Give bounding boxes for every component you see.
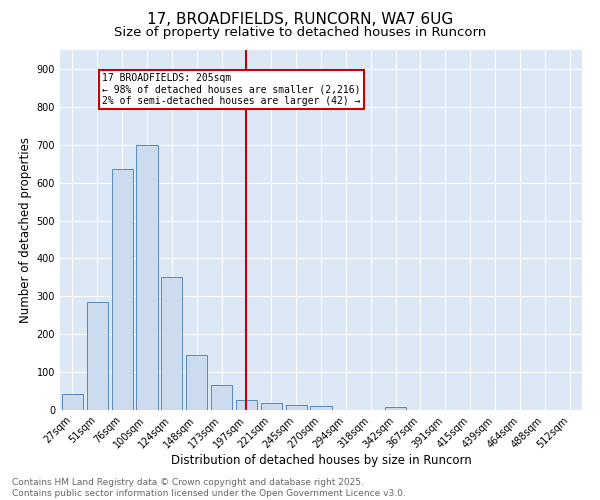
Text: Contains HM Land Registry data © Crown copyright and database right 2025.
Contai: Contains HM Land Registry data © Crown c…	[12, 478, 406, 498]
Bar	[62, 394, 83, 410]
Y-axis label: Number of detached properties: Number of detached properties	[19, 137, 32, 323]
Bar	[286, 406, 307, 410]
Bar	[87, 302, 108, 410]
Bar	[310, 406, 332, 410]
Bar	[261, 403, 282, 410]
X-axis label: Distribution of detached houses by size in Runcorn: Distribution of detached houses by size …	[170, 454, 472, 467]
Bar	[136, 144, 158, 410]
Bar	[186, 355, 207, 410]
Bar	[112, 170, 133, 410]
Text: 17, BROADFIELDS, RUNCORN, WA7 6UG: 17, BROADFIELDS, RUNCORN, WA7 6UG	[147, 12, 453, 28]
Bar	[236, 400, 257, 410]
Bar	[211, 386, 232, 410]
Bar	[385, 408, 406, 410]
Bar	[161, 276, 182, 410]
Text: Size of property relative to detached houses in Runcorn: Size of property relative to detached ho…	[114, 26, 486, 39]
Text: 17 BROADFIELDS: 205sqm
← 98% of detached houses are smaller (2,216)
2% of semi-d: 17 BROADFIELDS: 205sqm ← 98% of detached…	[102, 72, 361, 106]
